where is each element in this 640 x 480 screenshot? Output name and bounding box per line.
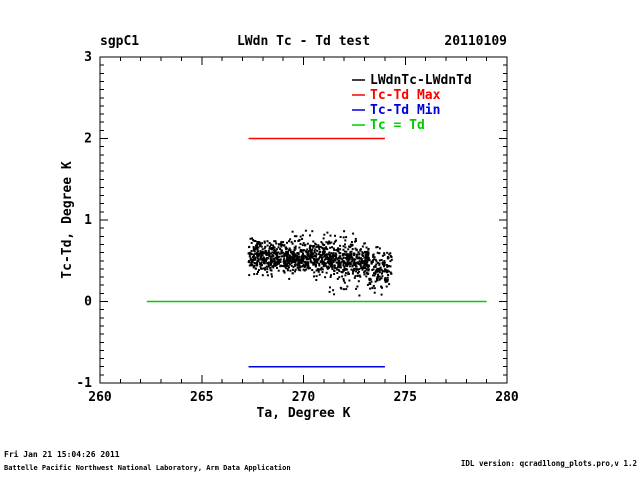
y-axis-title: Tc-Td, Degree K [60, 161, 75, 279]
x-tick-label: 275 [394, 390, 417, 405]
axis-ticks [99, 56, 508, 384]
scatter-series [247, 229, 393, 297]
x-tick-label: 265 [190, 390, 213, 405]
plot-frame [99, 56, 508, 384]
y-tick-label: -1 [76, 376, 92, 391]
site-label: sgpC1 [100, 34, 140, 49]
x-tick-label: 280 [495, 390, 519, 405]
footer-idl-version: IDL version: qcrad1long_plots.pro,v 1.2 [460, 459, 637, 469]
y-tick-label: 1 [84, 213, 92, 228]
y-tick-label: 0 [84, 295, 92, 310]
plot-title: LWdn Tc - Td test [236, 34, 371, 49]
x-tick-label: 270 [292, 390, 316, 405]
y-tick-label: 3 [84, 50, 92, 65]
legend-label: Tc-Td Max [370, 88, 441, 103]
legend-label: Tc = Td [370, 118, 425, 133]
plot-date: 20110109 [444, 34, 507, 49]
legend-label: Tc-Td Min [370, 103, 440, 118]
x-axis-title: Ta, Degree K [257, 406, 351, 421]
footer-organization: Battelle Pacific Northwest National Labo… [4, 464, 291, 472]
footer-version-block: IDL version: qcrad1long_plots.pro,v 1.2 … [402, 445, 637, 480]
tick-labels: 260 265 270 275 280 -1 0 1 2 3 Ta, Degree K Tc-Td, … [60, 50, 519, 421]
y-tick-label: 2 [84, 132, 92, 147]
footer-timestamp: Fri Jan 21 15:04:26 2011 [4, 450, 120, 459]
x-tick-label: 260 [88, 390, 112, 405]
legend-label: LWdnTc-LWdnTd [370, 73, 472, 88]
